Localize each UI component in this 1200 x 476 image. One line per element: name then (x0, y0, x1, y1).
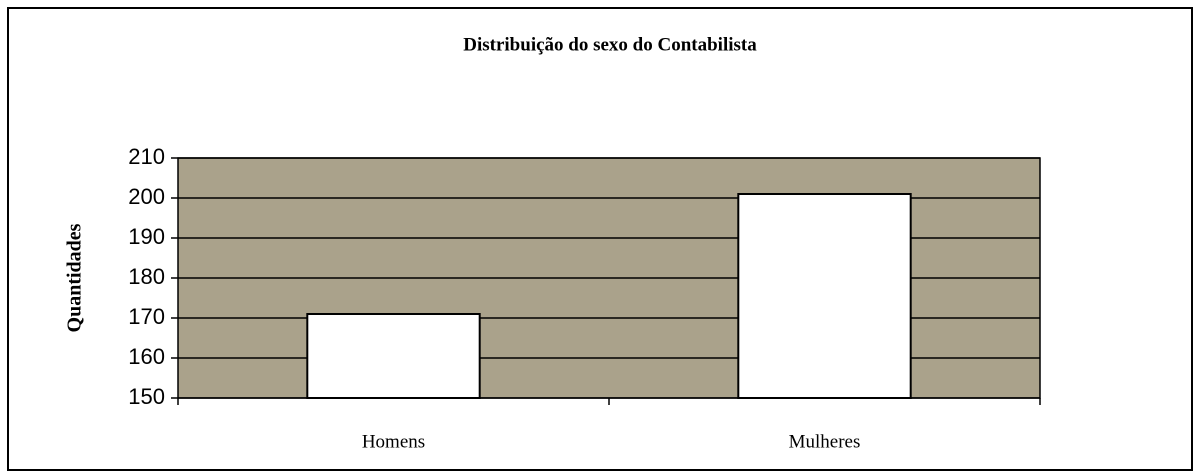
x-tick-label: Mulheres (789, 431, 861, 452)
y-tick-label: 210 (128, 144, 165, 169)
y-tick-label: 200 (128, 184, 165, 209)
bar (737, 193, 912, 399)
y-tick-label: 190 (128, 224, 165, 249)
y-axis-label: Quantidades (64, 223, 86, 332)
chart-title: Distribuição do sexo do Contabilista (463, 34, 757, 55)
bar (306, 313, 481, 399)
y-tick-label: 170 (128, 304, 165, 329)
y-tick-label: 150 (128, 384, 165, 409)
x-tick-label: Homens (362, 431, 425, 452)
y-tick-label: 180 (128, 264, 165, 289)
y-tick-label: 160 (128, 344, 165, 369)
